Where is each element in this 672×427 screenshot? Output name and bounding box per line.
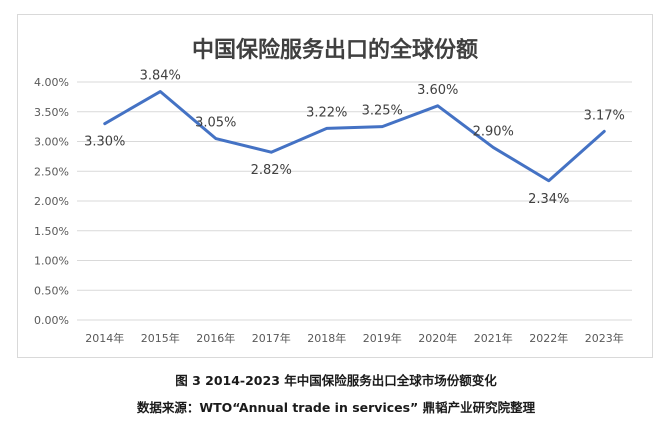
- x-tick-label: 2022年: [529, 331, 568, 345]
- y-tick-label: 2.50%: [34, 165, 69, 178]
- gridlines: [77, 81, 632, 321]
- data-label: 2.90%: [473, 124, 514, 139]
- x-tick-label: 2023年: [585, 331, 624, 345]
- x-tick-label: 2015年: [141, 331, 180, 345]
- data-label: 3.17%: [584, 108, 625, 123]
- series-line: [103, 90, 606, 183]
- data-label: 2.82%: [251, 163, 292, 178]
- x-tick-label: 2016年: [196, 331, 235, 345]
- data-labels: 3.30% 3.84% 3.05% 2.82% 3.22% 3.25% 3.60% 2.90%…: [84, 69, 625, 207]
- x-axis-ticks: 2014年 2015年 2016年 2017年 2018年 2019年 2020年 2021年…: [85, 331, 624, 345]
- line-chart: 0.00% 0.50% 1.00% 1.50% 2.00% 2.50% 3.00% 3.50%…: [34, 69, 632, 345]
- data-label: 3.60%: [417, 83, 458, 98]
- data-label: 3.25%: [362, 104, 403, 119]
- x-tick-label: 2018年: [307, 331, 346, 345]
- chart-frame: 中国保险服务出口的全球份额: [17, 14, 653, 358]
- y-tick-label: 0.50%: [34, 284, 69, 297]
- x-tick-label: 2017年: [252, 331, 291, 345]
- data-label: 3.22%: [306, 105, 347, 120]
- y-tick-label: 4.00%: [34, 76, 69, 89]
- data-label: 2.34%: [528, 192, 569, 207]
- y-tick-label: 2.00%: [34, 195, 69, 208]
- x-tick-label: 2020年: [418, 331, 457, 345]
- y-tick-label: 1.50%: [34, 225, 69, 238]
- y-tick-label: 0.00%: [34, 314, 69, 327]
- chart-title: 中国保险服务出口的全球份额: [191, 38, 478, 63]
- y-tick-label: 3.50%: [34, 106, 69, 119]
- data-label: 3.84%: [140, 69, 181, 84]
- x-tick-label: 2014年: [85, 331, 124, 345]
- x-tick-label: 2021年: [474, 331, 513, 345]
- y-axis-ticks: 0.00% 0.50% 1.00% 1.50% 2.00% 2.50% 3.00% 3.50%…: [34, 76, 69, 327]
- data-label: 3.05%: [195, 116, 236, 131]
- series-line-path: [103, 90, 606, 183]
- y-tick-label: 1.00%: [34, 255, 69, 268]
- source-caption: 数据来源：WTO“Annual trade in services” 鼎韬产业研…: [136, 400, 536, 415]
- figure-caption: 图 3 2014-2023 年中国保险服务出口全球市场份额变化: [175, 373, 497, 388]
- data-label: 3.30%: [84, 135, 125, 150]
- x-tick-label: 2019年: [363, 331, 402, 345]
- y-tick-label: 3.00%: [34, 136, 69, 149]
